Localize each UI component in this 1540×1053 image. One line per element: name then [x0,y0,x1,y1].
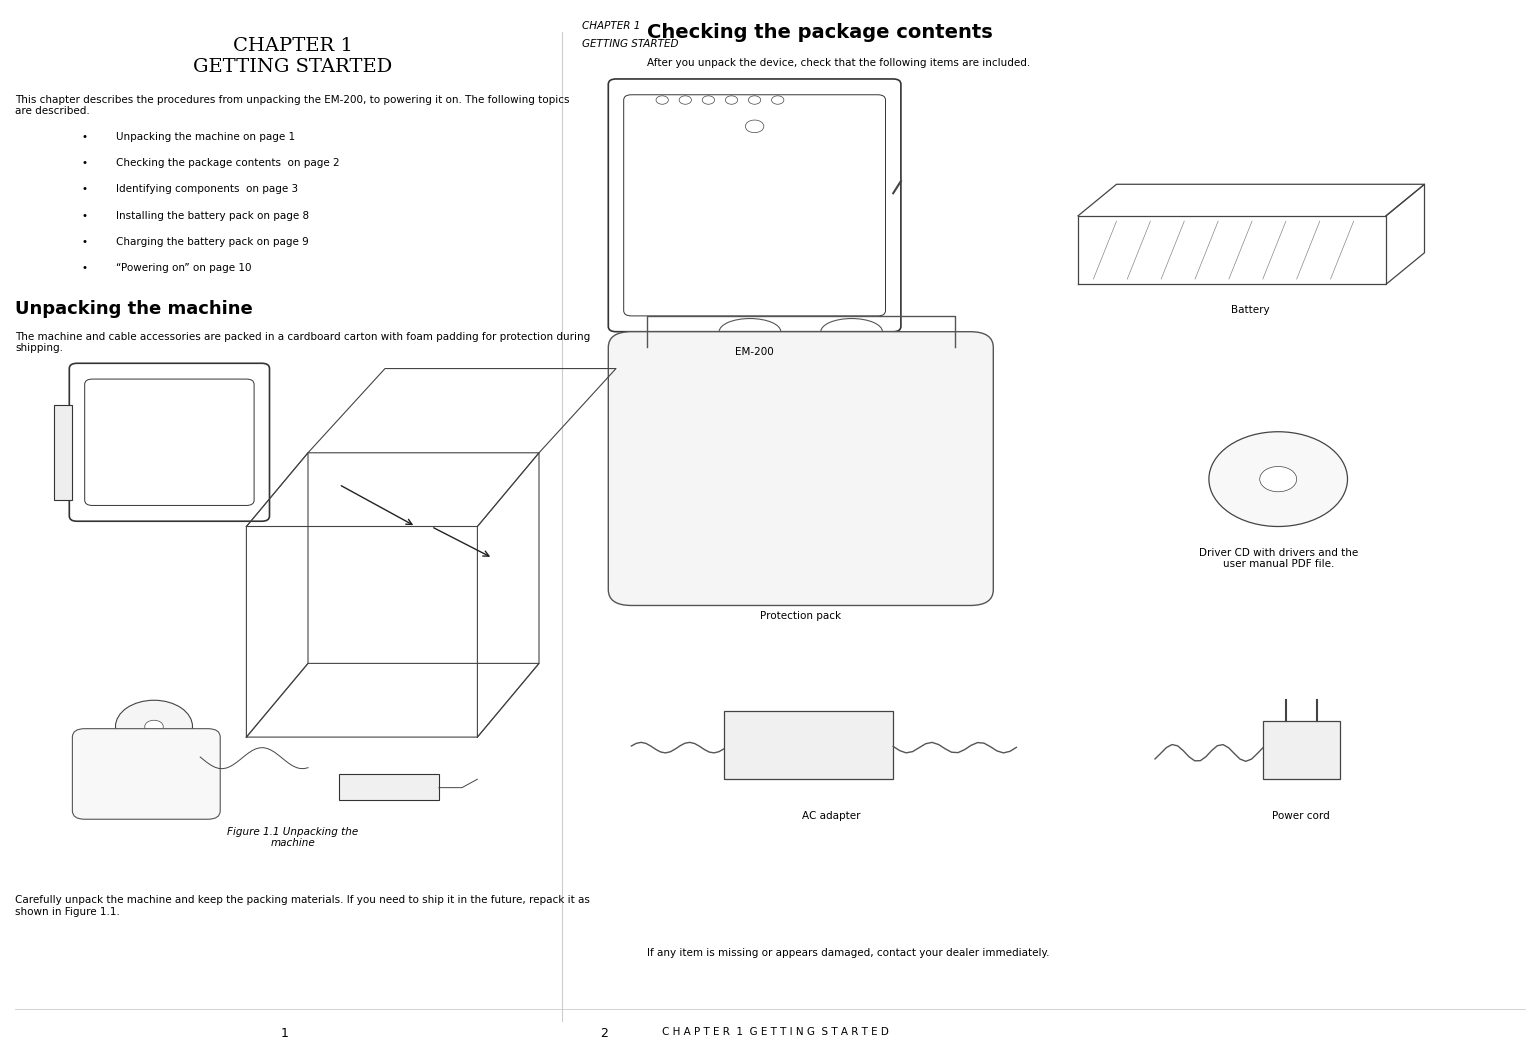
Text: •: • [82,263,88,273]
Circle shape [116,700,192,753]
Text: Figure 1.1 Unpacking the
machine: Figure 1.1 Unpacking the machine [226,827,359,849]
Text: GETTING STARTED: GETTING STARTED [192,58,393,76]
Text: Protection pack: Protection pack [761,611,841,620]
Text: If any item is missing or appears damaged, contact your dealer immediately.: If any item is missing or appears damage… [647,948,1049,957]
Text: •: • [82,211,88,220]
Text: This chapter describes the procedures from unpacking the EM-200, to powering it : This chapter describes the procedures fr… [15,95,570,117]
Text: Carefully unpack the machine and keep the packing materials. If you need to ship: Carefully unpack the machine and keep th… [15,895,590,917]
Text: •: • [82,158,88,167]
Text: •: • [82,184,88,194]
Text: Identifying components  on page 3: Identifying components on page 3 [116,184,297,194]
Text: C H A P T E R  1  G E T T I N G  S T A R T E D: C H A P T E R 1 G E T T I N G S T A R T … [662,1027,889,1036]
Bar [339,774,439,800]
Circle shape [1209,432,1348,526]
Text: CHAPTER 1: CHAPTER 1 [582,21,641,31]
Text: Battery: Battery [1230,305,1270,315]
Text: The machine and cable accessories are packed in a cardboard carton with foam pad: The machine and cable accessories are pa… [15,332,591,354]
Text: Checking the package contents: Checking the package contents [647,23,993,42]
Text: Checking the package contents  on page 2: Checking the package contents on page 2 [116,158,339,167]
Text: Driver CD with drivers and the
user manual PDF file.: Driver CD with drivers and the user manu… [1198,548,1358,570]
Circle shape [145,720,163,733]
Bar [1263,721,1340,779]
Text: Power cord: Power cord [1272,811,1331,820]
Text: Installing the battery pack on page 8: Installing the battery pack on page 8 [116,211,308,220]
FancyBboxPatch shape [608,332,993,605]
Circle shape [1260,466,1297,492]
Bar [54,405,72,500]
Text: Charging the battery pack on page 9: Charging the battery pack on page 9 [116,237,308,246]
Text: EM-200: EM-200 [735,347,775,357]
Text: Unpacking the machine on page 1: Unpacking the machine on page 1 [116,132,294,141]
Bar [724,711,893,779]
Text: After you unpack the device, check that the following items are included.: After you unpack the device, check that … [647,58,1030,67]
Text: 1: 1 [280,1027,290,1039]
Text: •: • [82,132,88,141]
Text: CHAPTER 1: CHAPTER 1 [233,37,353,55]
Text: •: • [82,237,88,246]
Text: “Powering on” on page 10: “Powering on” on page 10 [116,263,251,273]
Text: GETTING STARTED: GETTING STARTED [582,39,679,48]
Text: 2: 2 [601,1027,608,1039]
Text: AC adapter: AC adapter [802,811,861,820]
Text: Unpacking the machine: Unpacking the machine [15,300,253,318]
FancyBboxPatch shape [72,729,220,819]
